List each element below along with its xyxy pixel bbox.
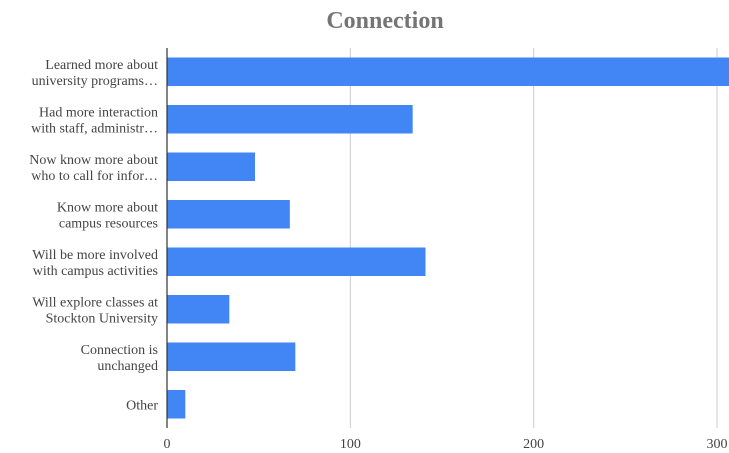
- category-label: Had more interaction: [39, 105, 158, 120]
- category-label: Learned more about: [45, 58, 158, 73]
- x-tick-label: 200: [523, 437, 544, 452]
- category-label: Know more about: [57, 200, 158, 215]
- bar: [167, 200, 290, 229]
- bar: [167, 152, 255, 181]
- x-tick-label: 100: [340, 437, 361, 452]
- bar: [167, 390, 186, 419]
- bar: [167, 342, 296, 371]
- bars: [167, 57, 729, 419]
- chart-title: Connection: [326, 8, 443, 34]
- category-label: Connection is: [81, 343, 158, 358]
- category-label: Now know more about: [29, 153, 158, 168]
- category-label: who to call for infor…: [31, 169, 158, 184]
- x-tick-label: 300: [707, 437, 728, 452]
- category-label: with campus activities: [33, 264, 158, 279]
- category-label: Stockton University: [46, 311, 158, 326]
- category-label: unchanged: [97, 359, 158, 374]
- bar: [167, 247, 426, 276]
- category-label: with staff, administr…: [31, 121, 158, 136]
- category-label: campus resources: [59, 216, 158, 231]
- bar: [167, 57, 729, 86]
- x-tick-label: 0: [164, 437, 171, 452]
- tick-labels: 0 100 200 300: [164, 437, 728, 452]
- category-label: Will explore classes at: [32, 295, 158, 310]
- category-label: Other: [126, 398, 158, 413]
- bar: [167, 105, 413, 134]
- category-label: Will be more involved: [32, 248, 158, 263]
- bar: [167, 295, 230, 324]
- category-label: university programs…: [32, 74, 158, 89]
